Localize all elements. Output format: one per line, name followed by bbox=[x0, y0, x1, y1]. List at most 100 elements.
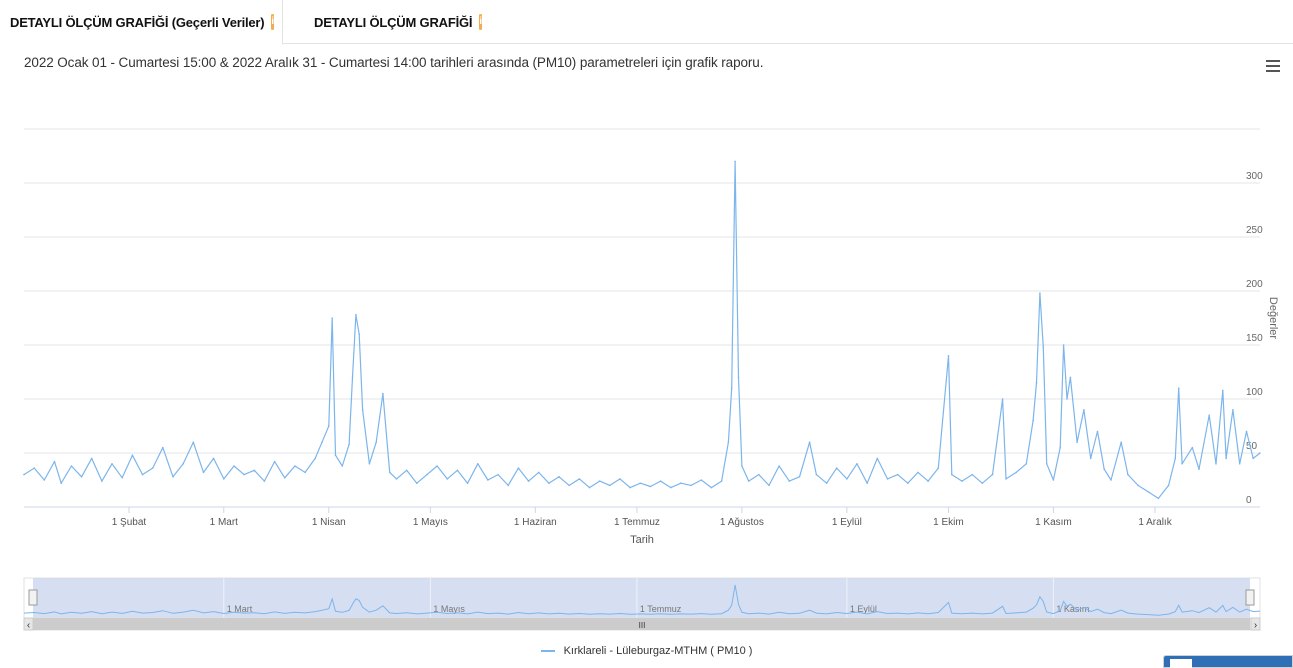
x-axis-label: Tarih bbox=[630, 534, 654, 546]
data-point bbox=[1089, 457, 1092, 460]
data-point bbox=[558, 476, 560, 478]
data-point bbox=[131, 454, 134, 457]
data-point bbox=[609, 484, 611, 487]
data-point bbox=[212, 457, 215, 460]
data-point bbox=[670, 486, 672, 489]
data-point bbox=[747, 480, 750, 482]
data-point bbox=[517, 467, 520, 469]
data-point bbox=[1069, 376, 1072, 379]
data-point bbox=[477, 463, 479, 465]
series-line bbox=[23, 160, 1261, 499]
x-tick-label: 1 Nisan bbox=[312, 517, 346, 528]
series-group bbox=[23, 160, 1261, 500]
tab-all-data[interactable]: DETAYLI ÖLÇÜM GRAFİĞİ i bbox=[304, 0, 489, 44]
data-point bbox=[971, 473, 973, 476]
data-point bbox=[1039, 292, 1041, 295]
data-point bbox=[927, 480, 929, 482]
data-point bbox=[710, 486, 713, 489]
data-point bbox=[253, 469, 256, 472]
data-point bbox=[283, 477, 286, 479]
data-point bbox=[355, 314, 357, 316]
data-point bbox=[548, 482, 550, 485]
navigator-series-line bbox=[23, 584, 1261, 616]
data-point bbox=[334, 454, 337, 457]
data-point bbox=[375, 441, 378, 444]
data-point bbox=[202, 471, 205, 474]
data-point bbox=[243, 473, 245, 476]
data-point bbox=[497, 473, 499, 476]
data-point bbox=[815, 473, 818, 476]
legend-line-icon bbox=[540, 650, 555, 653]
data-point bbox=[1174, 457, 1177, 460]
corner-toggle-button[interactable] bbox=[1163, 655, 1293, 668]
data-point bbox=[446, 478, 449, 480]
data-point bbox=[294, 465, 296, 467]
grid-lines bbox=[24, 128, 1260, 508]
data-point bbox=[734, 160, 736, 163]
hamburger-icon[interactable] bbox=[1266, 60, 1280, 72]
data-point bbox=[1245, 430, 1248, 433]
data-point bbox=[649, 485, 652, 488]
y-tick-label: 300 bbox=[1246, 171, 1263, 182]
data-point bbox=[690, 484, 692, 487]
data-point bbox=[1222, 389, 1224, 392]
data-point bbox=[314, 457, 317, 460]
navigator-handle-right[interactable] bbox=[1245, 589, 1255, 606]
data-point bbox=[192, 441, 195, 444]
tab-valid-data[interactable]: DETAYLI ÖLÇÜM GRAFİĞİ (Geçerli Veriler) … bbox=[0, 0, 283, 45]
data-point bbox=[1032, 419, 1034, 422]
y-tick-label: 0 bbox=[1246, 495, 1252, 506]
data-point bbox=[1120, 441, 1122, 444]
data-point bbox=[1076, 441, 1078, 444]
navigator-handle-left[interactable] bbox=[28, 589, 38, 606]
tab-label: DETAYLI ÖLÇÜM GRAFİĞİ (Geçerli Veriler) bbox=[10, 14, 265, 30]
scroll-right-button[interactable] bbox=[1250, 617, 1261, 631]
data-point bbox=[629, 486, 631, 489]
data-point bbox=[341, 465, 344, 467]
data-point bbox=[1225, 457, 1227, 460]
y-tick-label: 250 bbox=[1246, 225, 1263, 236]
scrollbar-thumb[interactable] bbox=[33, 618, 1250, 630]
data-point bbox=[223, 478, 225, 480]
x-tick-label: 1 Haziran bbox=[514, 517, 557, 528]
data-point bbox=[1208, 414, 1210, 417]
data-point bbox=[981, 482, 984, 485]
data-point bbox=[1198, 468, 1200, 471]
data-point bbox=[659, 480, 662, 482]
data-point bbox=[321, 441, 323, 444]
data-point bbox=[382, 392, 384, 395]
navigator-labels: 1 Mart 1 Mayıs 1 Temmuz 1 Eylül 1 Kasım bbox=[223, 578, 1089, 618]
data-point bbox=[680, 482, 682, 485]
scroll-left-button[interactable] bbox=[23, 617, 34, 631]
data-point bbox=[1042, 346, 1045, 349]
data-point bbox=[1035, 382, 1038, 384]
x-tick-label: 1 Mayıs bbox=[413, 517, 448, 528]
data-point bbox=[537, 471, 540, 474]
data-point bbox=[808, 441, 811, 444]
navigator-label: 1 Kasım bbox=[1056, 604, 1089, 614]
x-tick-label: 1 Ekim bbox=[933, 517, 964, 528]
data-point bbox=[331, 317, 334, 319]
data-point bbox=[416, 482, 418, 485]
y-tick-label: 150 bbox=[1246, 333, 1263, 344]
data-point bbox=[162, 446, 164, 449]
data-point bbox=[358, 333, 361, 336]
data-point bbox=[1232, 409, 1234, 411]
data-point bbox=[568, 484, 570, 487]
scrollbar-grip-icon: III bbox=[639, 621, 646, 630]
data-point bbox=[23, 473, 25, 476]
data-point bbox=[896, 473, 899, 476]
data-point bbox=[436, 465, 438, 467]
x-tick-label: 1 Kasım bbox=[1035, 517, 1072, 528]
y-tick-label: 100 bbox=[1246, 387, 1263, 398]
data-point bbox=[639, 482, 642, 485]
chart-legend[interactable]: Kırklareli - Lüleburgaz-MTHM ( PM10 ) bbox=[0, 645, 1293, 657]
data-point bbox=[886, 478, 889, 480]
data-point bbox=[741, 465, 743, 467]
data-point bbox=[53, 460, 56, 463]
navigator-selection[interactable] bbox=[33, 578, 1250, 618]
data-point bbox=[1181, 463, 1183, 465]
y-tick-label: 50 bbox=[1246, 441, 1258, 452]
navigator[interactable]: 1 Mart 1 Mayıs 1 Temmuz 1 Eylül 1 Kasım III … bbox=[23, 577, 1261, 631]
